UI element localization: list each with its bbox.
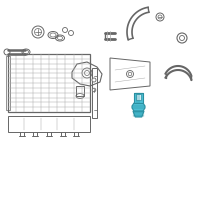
Bar bbox=[8, 116, 90, 132]
Bar bbox=[6, 56, 10, 110]
Polygon shape bbox=[133, 111, 144, 117]
Circle shape bbox=[68, 30, 74, 36]
Bar bbox=[134, 93, 143, 103]
Bar bbox=[8, 54, 90, 112]
Polygon shape bbox=[132, 103, 145, 111]
Bar bbox=[136, 94, 141, 100]
Circle shape bbox=[92, 78, 96, 82]
Circle shape bbox=[62, 27, 68, 32]
Circle shape bbox=[92, 88, 96, 92]
